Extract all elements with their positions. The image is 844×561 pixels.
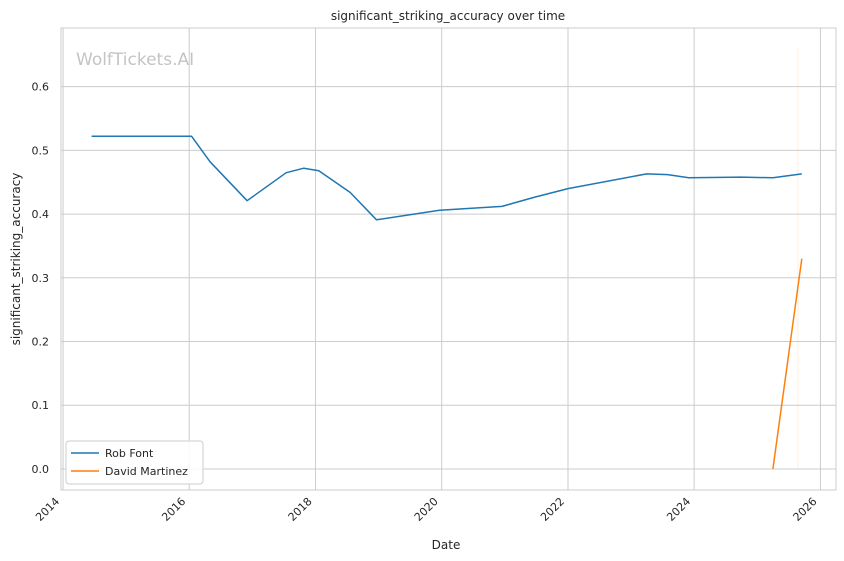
x-axis-label: Date: [432, 538, 461, 552]
y-tick-label: 0.4: [32, 208, 50, 221]
plot-border: [60, 27, 837, 491]
chart-title: significant_striking_accuracy over time: [331, 9, 565, 23]
x-tick-label: 2026: [791, 495, 820, 524]
x-gridlines: [62, 28, 821, 490]
series-line-david-martinez: [772, 258, 803, 470]
y-axis-label: significant_striking_accuracy: [9, 173, 23, 346]
y-tick-label: 0.0: [32, 463, 50, 476]
y-gridlines: [61, 86, 836, 470]
y-tick-label: 0.2: [32, 336, 50, 349]
series-line-rob-font: [91, 135, 802, 221]
watermark: WolfTickets.AI: [76, 50, 194, 70]
y-tick-label: 0.6: [32, 81, 50, 94]
legend: Rob Font David Martinez: [65, 440, 204, 485]
x-axis-ticks: 2014 2016 2018 2020 2022 2024 2026: [33, 495, 819, 524]
y-tick-label: 0.1: [32, 399, 50, 412]
y-tick-label: 0.5: [32, 144, 50, 157]
plot-area: WolfTickets.AI: [60, 27, 837, 491]
legend-label-rob-font: Rob Font: [105, 447, 154, 460]
x-tick-label: 2024: [664, 495, 693, 524]
y-tick-label: 0.3: [32, 272, 50, 285]
legend-label-david-martinez: David Martinez: [105, 465, 188, 478]
series-lines: [91, 135, 803, 470]
x-tick-label: 2016: [159, 495, 188, 524]
x-tick-label: 2022: [538, 495, 567, 524]
x-tick-label: 2018: [286, 495, 315, 524]
x-tick-label: 2014: [33, 495, 62, 524]
plot-background: [61, 28, 836, 490]
y-axis-ticks: 0.0 0.1 0.2 0.3 0.4 0.5 0.6: [32, 81, 50, 476]
x-tick-label: 2020: [412, 495, 441, 524]
legend-box: [65, 440, 204, 485]
